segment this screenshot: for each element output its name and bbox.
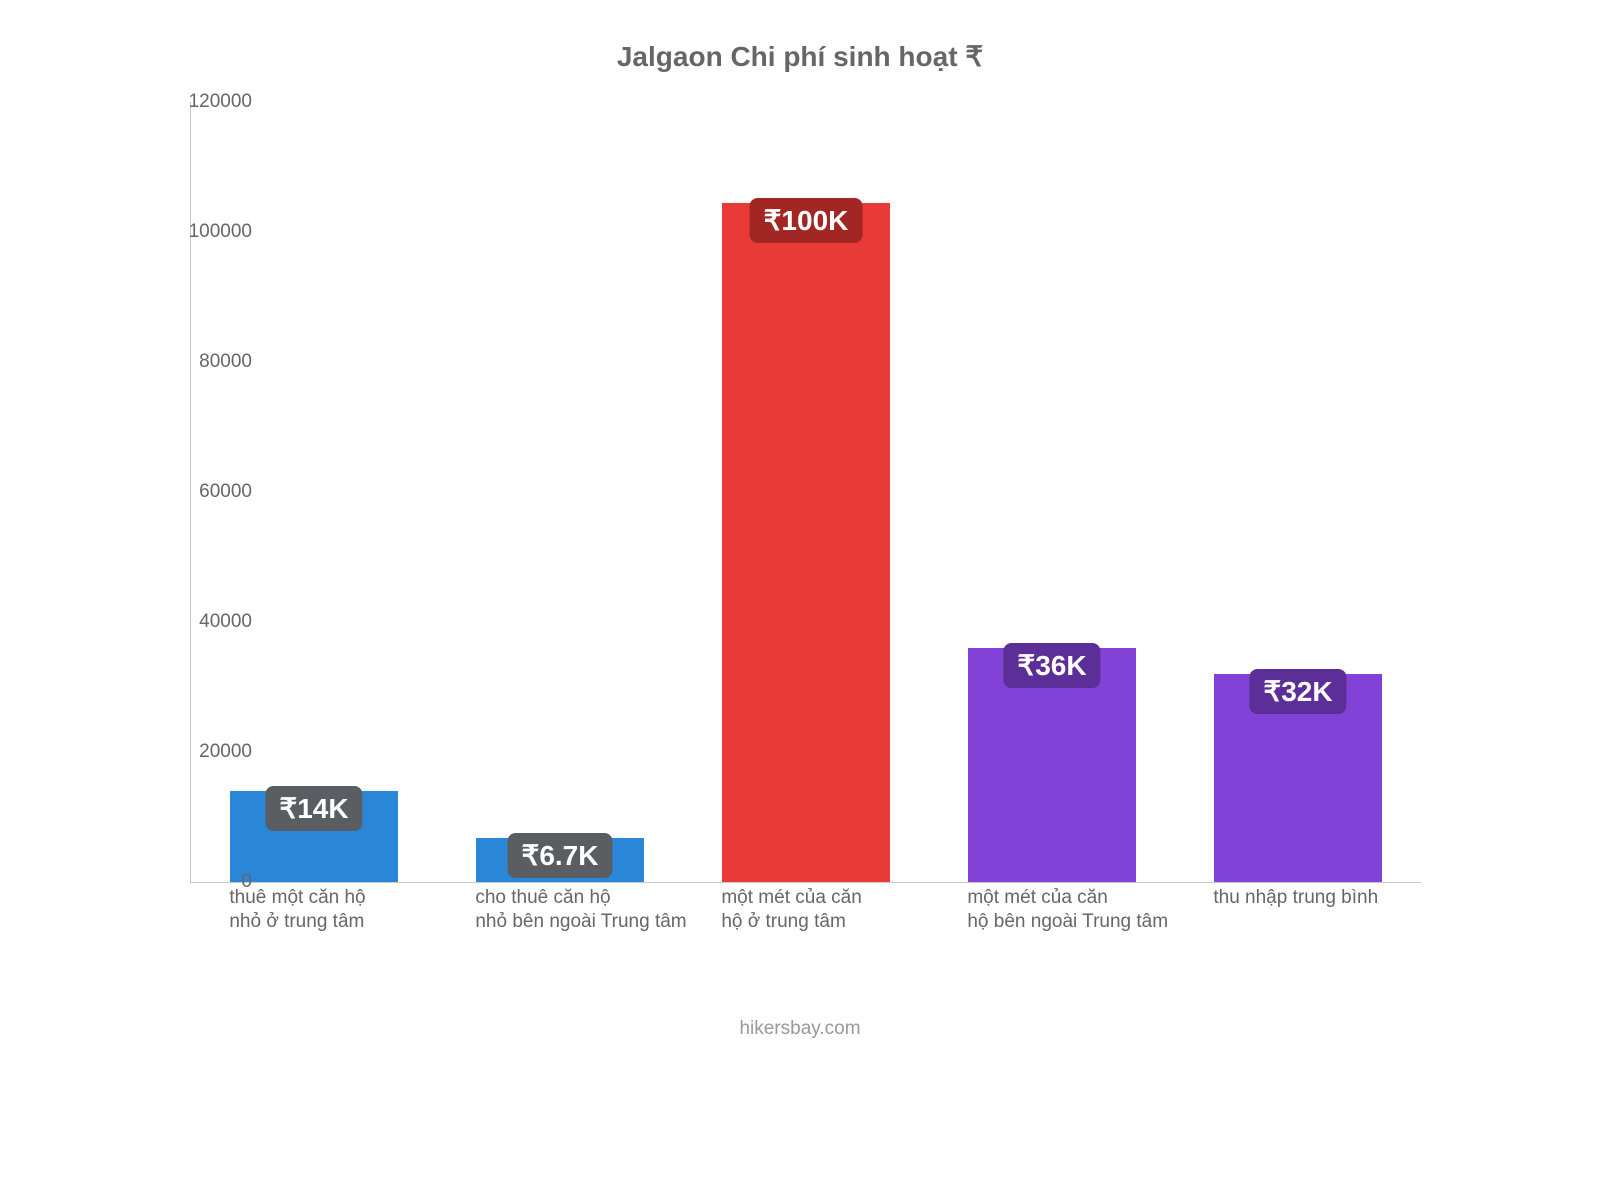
y-tick-label: 60000 [172,481,252,503]
x-tick-label-line: cho thuê căn hộ [475,886,751,910]
y-tick-label: 80000 [172,351,252,373]
chart-footer: hikersbay.com [100,1018,1500,1040]
bar-value-label: ₹14K [265,786,362,831]
cost-of-living-chart: Jalgaon Chi phí sinh hoạt ₹ ₹14K ₹6.7K ₹10… [100,40,1500,1040]
x-tick-label-line: thuê một căn hộ [229,886,505,910]
bar [722,203,889,882]
x-tick-label: thu nhập trung bình [1213,886,1489,910]
x-tick-label-line: hộ ở trung tâm [721,910,997,934]
x-tick-label-line: một mét của căn [721,886,997,910]
y-tick-label: 20000 [172,741,252,763]
x-tick-label-line: một mét của căn [967,886,1243,910]
x-tick-label: một mét của cănhộ bên ngoài Trung tâm [967,886,1243,934]
x-tick-label-line: hộ bên ngoài Trung tâm [967,910,1243,934]
bar-value-label: ₹36K [1003,643,1100,688]
y-tick-label: 100000 [172,221,252,243]
bar-value-label: ₹6.7K [508,833,613,878]
bar-value-label: ₹100K [750,198,863,243]
x-tick-label: cho thuê căn hộnhỏ bên ngoài Trung tâm [475,886,751,934]
y-tick-label: 120000 [172,91,252,113]
x-tick-label-line: thu nhập trung bình [1213,886,1489,910]
x-tick-label: thuê một căn hộnhỏ ở trung tâm [229,886,505,934]
plot-area: ₹14K ₹6.7K ₹100K ₹36K ₹32K [190,102,1421,883]
x-tick-label-line: nhỏ bên ngoài Trung tâm [475,910,751,934]
bar-value-label: ₹32K [1249,669,1346,714]
x-tick-label: một mét của cănhộ ở trung tâm [721,886,997,934]
chart-title: Jalgaon Chi phí sinh hoạt ₹ [100,40,1500,73]
y-tick-label: 40000 [172,611,252,633]
x-tick-label-line: nhỏ ở trung tâm [229,910,505,934]
